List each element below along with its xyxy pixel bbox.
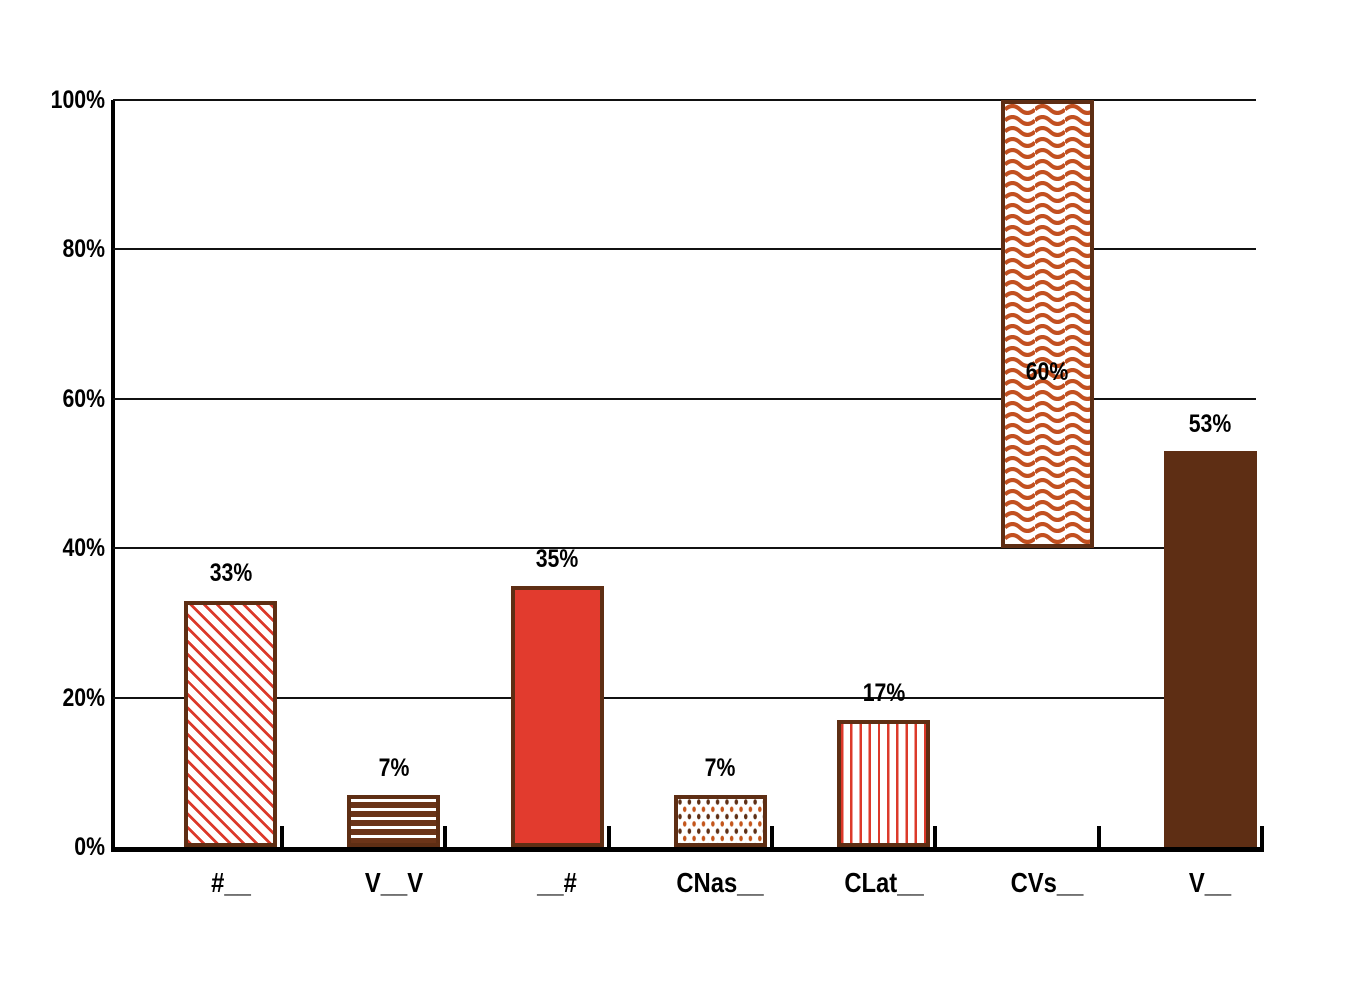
wave-pattern [1004,104,1090,545]
axis-boundary-tick [769,826,774,847]
x-axis [111,847,1264,852]
gridline-60 [113,397,1256,400]
x-tick-label: V__V [364,867,423,898]
bar-#__ [184,600,277,847]
x-tick-label: __# [537,867,577,898]
y-tick-label: 80% [62,235,105,264]
bar-__# [510,585,604,847]
axis-boundary-tick [933,826,938,847]
bar-value-label: 53% [1189,410,1232,439]
x-tick-label: CLat__ [844,867,924,898]
axis-boundary-tick [443,826,448,847]
bar-value-label: 7% [705,753,736,782]
x-tick-label: #__ [210,867,251,898]
y-tick-label: 20% [62,683,105,712]
bar-value-label: 33% [209,559,252,588]
bar-V__V [347,794,441,847]
gridline-40 [113,547,1256,550]
y-tick-label: 60% [62,384,105,413]
axis-boundary-tick [1096,826,1101,847]
x-tick-label: V__ [1189,867,1232,898]
axis-boundary-tick [280,826,284,847]
x-tick-label: CNas__ [676,867,765,898]
y-tick-label: 40% [62,534,105,563]
y-tick-label: 0% [74,833,105,861]
y-axis [111,100,115,852]
x-tick-label: CVs__ [1010,867,1084,898]
plot-area [113,99,1264,847]
bar-CLat__ [837,720,931,847]
gridline-20 [113,696,1256,699]
bar-V__ [1163,451,1257,847]
bar-CVs__ [1000,100,1094,549]
bar-value-label: 7% [378,753,410,782]
axis-boundary-tick [1259,826,1264,847]
gridline-80 [113,248,1256,251]
bar-value-label: 60% [1025,357,1069,386]
bar-value-label: 17% [862,679,905,707]
y-tick-label: 100% [50,86,105,114]
axis-boundary-tick [606,826,611,847]
bar-CNas__ [673,794,767,847]
gridline-100 [113,99,1256,101]
bar-value-label: 35% [535,544,579,573]
